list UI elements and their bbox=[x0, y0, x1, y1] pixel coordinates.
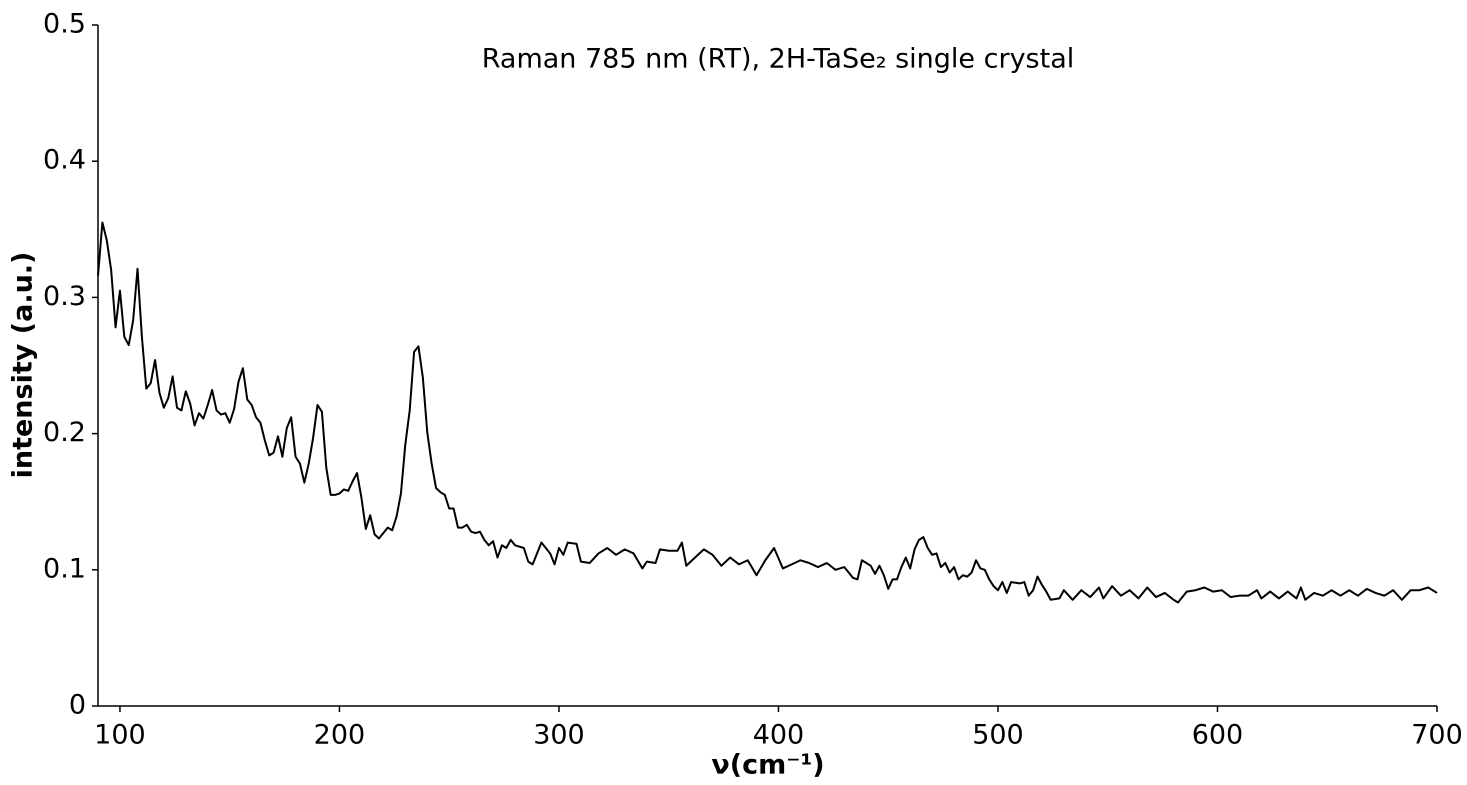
x-tick-label: 100 bbox=[94, 720, 146, 751]
y-axis-label: intensity (a.u.) bbox=[8, 252, 39, 479]
y-tick-label: 0.3 bbox=[43, 281, 86, 312]
chart-title: Raman 785 nm (RT), 2H-TaSe₂ single cryst… bbox=[482, 44, 1075, 75]
x-tick-label: 600 bbox=[1192, 720, 1244, 751]
x-tick-label: 300 bbox=[533, 720, 585, 751]
y-tick-label: 0.5 bbox=[43, 9, 86, 40]
x-tick-label: 200 bbox=[314, 720, 366, 751]
spectrum-line bbox=[97, 221, 1438, 604]
x-tick-label: 500 bbox=[972, 720, 1024, 751]
y-tick-label: 0 bbox=[69, 690, 86, 721]
x-tick-label: 700 bbox=[1411, 720, 1463, 751]
y-tick-label: 0.4 bbox=[43, 145, 86, 176]
y-tick-label: 0.1 bbox=[43, 553, 86, 584]
y-tick-label: 0.2 bbox=[43, 417, 86, 448]
x-axis-label: ν(cm⁻¹) bbox=[711, 750, 824, 781]
x-tick-label: 400 bbox=[753, 720, 805, 751]
